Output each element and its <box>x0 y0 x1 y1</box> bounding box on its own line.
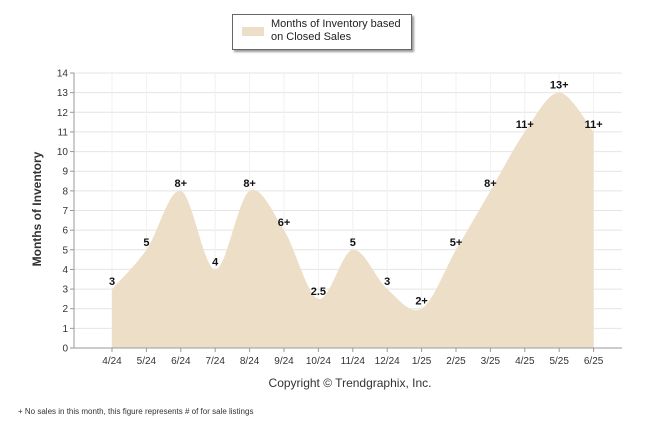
data-label: 11+ <box>516 119 534 131</box>
data-label: 8+ <box>175 178 188 190</box>
data-label: 13+ <box>550 80 569 92</box>
x-tick-label: 6/24 <box>171 356 191 367</box>
x-tick-label: 9/24 <box>274 356 294 367</box>
y-tick-label: 1 <box>62 324 68 335</box>
copyright-text: Copyright © Trendgraphix, Inc. <box>268 376 432 390</box>
x-tick-label: 8/24 <box>240 356 260 367</box>
y-tick-label: 13 <box>57 88 69 99</box>
data-label: 4 <box>212 256 219 268</box>
data-label: 2+ <box>415 296 428 308</box>
y-tick-label: 9 <box>62 167 68 178</box>
x-tick-label: 2/25 <box>446 356 466 367</box>
y-tick-label: 3 <box>62 285 68 296</box>
data-label: 11+ <box>585 119 603 131</box>
x-tick-label: 5/24 <box>137 356 157 367</box>
y-tick-label: 8 <box>62 186 68 197</box>
y-tick-label: 12 <box>57 108 69 119</box>
y-tick-label: 6 <box>62 226 68 237</box>
y-tick-label: 14 <box>57 69 69 80</box>
y-tick-label: 7 <box>62 206 68 217</box>
legend-label-line1: Months of Inventory based <box>271 18 401 30</box>
legend-label-line2: on Closed Sales <box>271 31 352 43</box>
x-tick-label: 7/24 <box>205 356 225 367</box>
data-label: 8+ <box>484 178 497 190</box>
legend-label: Months of Inventory based on Closed Sale… <box>271 18 411 44</box>
footnote-text: + No sales in this month, this figure re… <box>18 407 254 416</box>
axes <box>73 73 622 349</box>
legend-swatch <box>242 27 264 36</box>
x-tick-label: 12/24 <box>375 356 400 367</box>
data-label: 3 <box>109 276 115 288</box>
series-area <box>112 92 594 349</box>
data-label: 3 <box>384 276 390 288</box>
x-tick-label: 1/25 <box>412 356 432 367</box>
data-labels: 3 5 8+ 4 8+ 6+ 2.5 5 3 2+ 5+ 8+ 11+ 13+ 11+ <box>109 80 603 308</box>
data-label: 6+ <box>278 217 291 229</box>
x-tick-labels: 4/24 5/24 6/24 7/24 8/24 9/24 10/24 11/24 12/24 1… <box>102 356 604 367</box>
data-label: 5 <box>350 237 356 249</box>
data-label: 2.5 <box>311 286 326 298</box>
legend: Months of Inventory based on Closed Sale… <box>232 14 412 50</box>
x-tick-label: 3/25 <box>481 356 501 367</box>
y-tick-label: 4 <box>62 265 68 276</box>
y-tick-label: 2 <box>62 304 68 315</box>
x-tick-label: 10/24 <box>306 356 331 367</box>
y-tick-label: 11 <box>58 127 69 138</box>
x-tick-label: 5/25 <box>549 356 569 367</box>
y-tick-label: 5 <box>62 245 68 256</box>
x-tick-label: 4/24 <box>102 356 122 367</box>
data-label: 5 <box>143 237 149 249</box>
y-axis-title: Months of Inventory <box>30 151 44 267</box>
data-label: 8+ <box>243 178 256 190</box>
data-label: 5+ <box>450 237 463 249</box>
x-tick-label: 11/24 <box>341 356 366 367</box>
y-tick-label: 10 <box>57 147 69 158</box>
y-tick-label: 0 <box>62 344 68 355</box>
x-tick-label: 6/25 <box>584 356 604 367</box>
x-tick-label: 4/25 <box>515 356 535 367</box>
